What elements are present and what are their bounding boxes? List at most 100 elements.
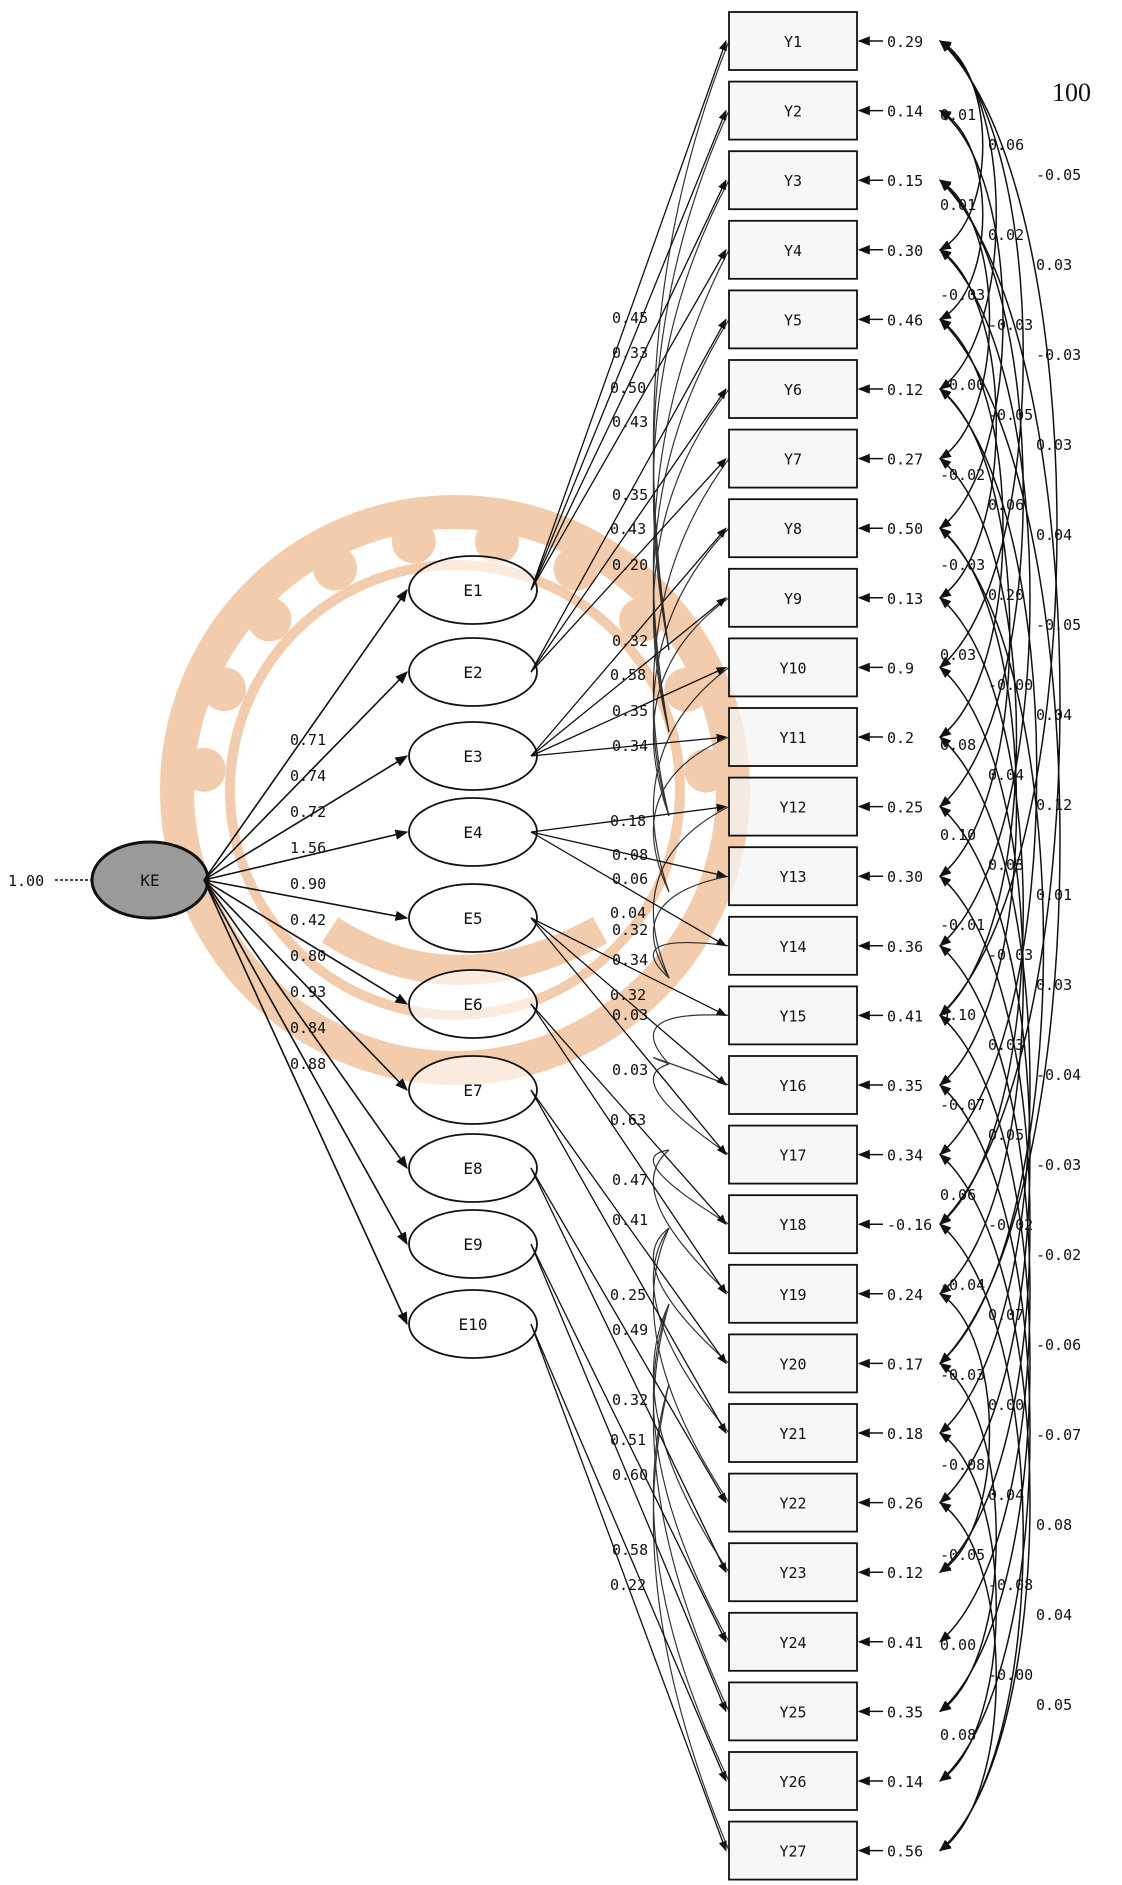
structural-path — [203, 879, 408, 1326]
indicator-loading-label: 0.63 — [610, 1111, 646, 1129]
indicator-loading-label: 0.58 — [610, 666, 646, 684]
covariance-label: 0.08 — [940, 1726, 976, 1744]
error-covariance-arcs: 0.010.06-0.050.010.020.03-0.03-0.03-0.03… — [938, 40, 1081, 1852]
error-label: 0.9 — [887, 659, 914, 677]
structural-path — [203, 879, 409, 921]
crossing-path — [652, 736, 730, 893]
measurement-path — [530, 803, 728, 833]
error-label: 0.14 — [887, 1773, 923, 1791]
indicator-y11: Y11 0.2 — [728, 707, 914, 767]
factor-ellipse — [408, 1133, 538, 1203]
factor-label: E7 — [463, 1081, 482, 1100]
covariance-arc — [939, 179, 1061, 1226]
measurement-path — [530, 179, 727, 591]
latent-label: KE — [140, 871, 159, 890]
covariance-label: 0.01 — [1036, 886, 1072, 904]
covariance-label: -0.05 — [1036, 616, 1081, 634]
error-label: 0.26 — [887, 1495, 923, 1513]
crossing-path — [652, 1063, 730, 1156]
indicator-loading-label: 0.08 — [612, 846, 648, 864]
indicator-box — [728, 1403, 858, 1463]
error-label: 0.30 — [887, 868, 923, 886]
covariance-label: -0.03 — [940, 286, 985, 304]
covariance-label: -0.03 — [940, 1366, 985, 1384]
indicator-loading-label: 0.32 — [612, 921, 648, 939]
covariance-label: -0.05 — [1036, 166, 1081, 184]
measurement-path — [530, 597, 727, 757]
factor-e5: E5 — [408, 883, 538, 953]
indicator-box — [728, 359, 858, 419]
indicator-loading-label: 0.51 — [610, 1431, 646, 1449]
error-label: 0.13 — [887, 590, 923, 608]
covariance-label: 0.03 — [940, 646, 976, 664]
seal-petal — [391, 519, 436, 564]
indicator-y27: Y27 0.56 — [728, 1820, 923, 1881]
seal-petal — [474, 519, 519, 564]
crossing-path — [652, 1149, 730, 1295]
covariance-label: -0.03 — [988, 946, 1033, 964]
indicator-box — [728, 1751, 858, 1811]
covariance-label: 0.04 — [1036, 706, 1072, 724]
crossing-path — [652, 527, 730, 817]
indicator-label: Y19 — [779, 1286, 806, 1304]
covariance-arc — [939, 1223, 1024, 1852]
covariance-label: 0.03 — [988, 1036, 1024, 1054]
indicator-box — [728, 150, 858, 211]
indicator-y4: Y4 0.30 — [728, 219, 923, 280]
covariance-label: 0.04 — [988, 766, 1024, 784]
crossing-path — [652, 942, 730, 979]
factor-label: E3 — [463, 747, 482, 766]
error-label: 0.35 — [887, 1077, 923, 1095]
indicator-y22: Y22 0.26 — [728, 1472, 923, 1533]
covariance-arc — [939, 40, 1058, 1017]
crossing-paths — [652, 40, 730, 1851]
factor-e10: E10 — [408, 1289, 538, 1359]
error-label: 0.30 — [887, 242, 923, 260]
crossing-path — [652, 40, 730, 651]
indicator-box — [728, 1611, 858, 1672]
error-label: 0.50 — [887, 520, 923, 538]
indicator-loading-label: 0.49 — [612, 1321, 648, 1339]
indicator-y17: Y17 0.34 — [728, 1124, 923, 1185]
indicator-loading-label: 0.35 — [612, 702, 648, 720]
covariance-label: -0.02 — [940, 466, 985, 484]
covariance-label: 0.00 — [988, 1396, 1024, 1414]
covariance-label: -0.04 — [940, 1276, 985, 1294]
indicator-box — [728, 915, 858, 976]
measurement-path — [530, 318, 727, 673]
covariance-arc — [939, 457, 1018, 1017]
structural-loading-label: 0.72 — [290, 803, 326, 821]
covariance-arc — [938, 179, 991, 460]
factor-ellipse — [408, 1209, 538, 1279]
structural-paths: 0.71 0.74 0.72 1.56 0.90 0.42 0.80 0.93 0.84 0.88 — [203, 588, 409, 1326]
indicator-label: Y22 — [779, 1495, 806, 1513]
covariance-arc — [939, 109, 1004, 529]
structural-path — [203, 755, 409, 881]
covariance-arc — [939, 1084, 1031, 1782]
covariance-label: -0.05 — [988, 406, 1033, 424]
indicator-loading-label: 0.43 — [610, 520, 646, 538]
measurement-paths: 0.45 0.33 0.50 0.43 0.35 0.43 0.20 0.32 0.58 0.35… — [530, 40, 728, 1852]
indicator-y8: Y8 0.50 — [728, 498, 923, 559]
error-label: 0.41 — [887, 1634, 923, 1652]
structural-path — [203, 879, 408, 1091]
covariance-label: -0.08 — [940, 1456, 985, 1474]
covariance-label: -0.03 — [1036, 346, 1081, 364]
covariance-label: 0.07 — [988, 1306, 1024, 1324]
covariance-label: 0.03 — [1036, 436, 1072, 454]
structural-loading-label: 0.42 — [290, 911, 326, 929]
covariance-label: -0.00 — [988, 676, 1033, 694]
seal-petal — [181, 747, 226, 792]
covariance-label: -0.00 — [940, 376, 985, 394]
covariance-label: -0.05 — [940, 1546, 985, 1564]
indicator-y6: Y6 0.12 — [728, 359, 923, 419]
indicator-loading-label: 0.43 — [612, 413, 648, 431]
covariance-label: 0.04 — [988, 1486, 1024, 1504]
indicator-loading-label: 0.41 — [612, 1211, 648, 1229]
indicator-loading-label: 0.06 — [612, 870, 648, 888]
measurement-path — [530, 388, 727, 673]
covariance-label: -0.07 — [940, 1096, 985, 1114]
error-label: 0.15 — [887, 172, 923, 190]
indicator-loading-label: 0.18 — [610, 812, 646, 830]
covariance-arc — [939, 1432, 997, 1782]
